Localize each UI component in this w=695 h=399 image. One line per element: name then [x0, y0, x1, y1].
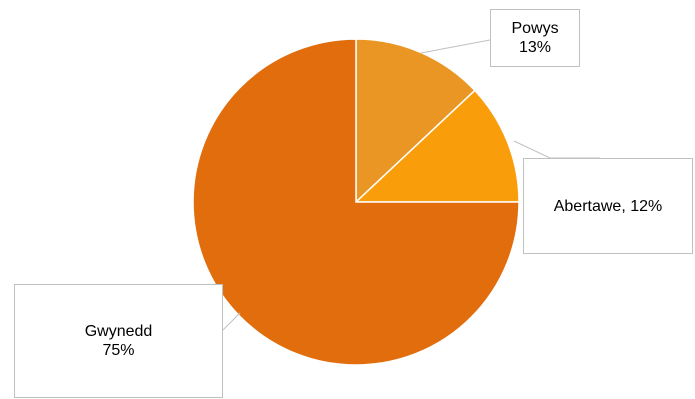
leader-line-gwynedd — [222, 312, 241, 331]
pie-slice-powys — [355, 38, 476, 204]
pie-slice-abertawe — [354, 89, 520, 203]
data-label-gwynedd: Gwynedd 75% — [14, 284, 223, 398]
data-label-abertawe-text: Abertawe, 12% — [553, 197, 663, 215]
data-label-powys: Powys 13% — [490, 9, 580, 67]
pie-slice-gwynedd — [192, 38, 520, 366]
data-label-gwynedd-value: 75% — [102, 342, 135, 359]
data-label-powys-name: Powys — [511, 20, 559, 37]
leader-line-abertawe — [513, 140, 600, 159]
data-label-abertawe: Abertawe, 12% — [523, 158, 693, 254]
pie-slices — [192, 38, 520, 366]
data-label-powys-value: 13% — [518, 39, 552, 56]
leader-line-powys — [420, 39, 491, 54]
data-label-gwynedd-name: Gwynedd — [84, 323, 153, 340]
